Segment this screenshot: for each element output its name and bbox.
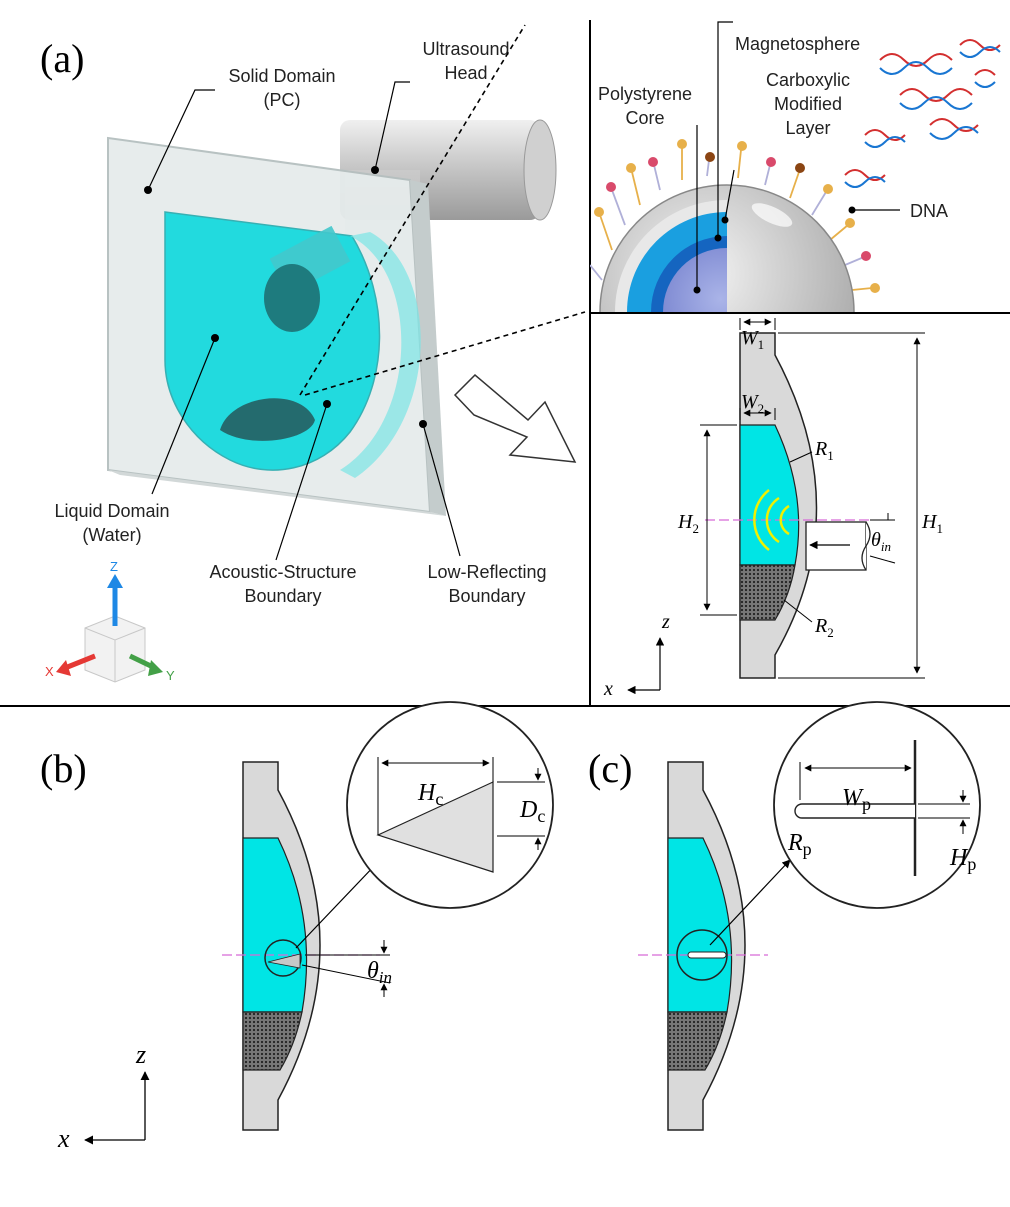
label-polystyrene-core: Core: [625, 108, 664, 128]
panel-b-axis-z: z: [135, 1040, 146, 1069]
label-acoustic-structure-boundary: Boundary: [244, 586, 321, 606]
label-solid-domain: Solid Domain: [228, 66, 335, 86]
dim-dc: Dc: [519, 797, 545, 826]
dim-w2: W2: [741, 391, 764, 416]
panel-c-zoom: [709, 701, 981, 946]
dim-b-theta-in: θin: [367, 958, 392, 987]
label-dna: DNA: [910, 201, 948, 221]
dna-strands: [844, 39, 1001, 188]
dim-hc: Hc: [417, 780, 443, 809]
label-solid-domain-material: (PC): [264, 90, 301, 110]
dim-rp: Rp: [787, 830, 812, 859]
geometry-axes: [627, 637, 665, 695]
label-carboxylic: Carboxylic: [766, 70, 850, 90]
dim-r2: R2: [814, 615, 834, 640]
dim-h2: H2: [677, 511, 699, 536]
panel-b-axes: [84, 1071, 150, 1145]
panel-b-axis-x: x: [57, 1124, 70, 1153]
panel-b-cross-section: [222, 761, 380, 1131]
dim-wp: Wp: [842, 785, 871, 814]
callout-dots: [144, 166, 427, 428]
geometry-dimensions: [700, 318, 925, 679]
zoom-guides: [299, 24, 586, 396]
panel-b-theta-dim: [301, 940, 391, 997]
geometry-axis-x: x: [603, 678, 613, 700]
label-acoustic-structure: Acoustic-Structure: [209, 562, 356, 582]
magnetic-bead: [590, 139, 880, 312]
label-ultrasound-head: Head: [444, 63, 487, 83]
axes-gizmo: [56, 574, 163, 683]
axis-y-letter: Y: [166, 668, 175, 683]
axis-z-letter: Z: [110, 559, 118, 574]
dim-theta-in: θin: [871, 529, 891, 554]
geometry-cross-section: [705, 332, 871, 679]
bead-ligands: [590, 139, 880, 293]
dim-r1: R1: [814, 438, 834, 463]
panel-b-zoom: [295, 701, 554, 949]
label-magnetosphere: Magnetosphere: [735, 34, 860, 54]
dim-hp: Hp: [949, 845, 976, 874]
label-liquid-domain-material: (Water): [82, 525, 141, 545]
dim-w1: W1: [741, 327, 764, 352]
label-carboxylic-modified: Modified: [774, 94, 842, 114]
label-carboxylic-layer: Layer: [785, 118, 830, 138]
panel-a-tag: (a): [40, 36, 84, 81]
label-low-reflecting: Low-Reflecting: [427, 562, 546, 582]
zoom-arrow: [453, 373, 577, 463]
panel-b-tag: (b): [40, 746, 87, 791]
label-polystyrene: Polystyrene: [598, 84, 692, 104]
panel-a-callouts: [147, 81, 461, 561]
bead-callouts: [696, 21, 900, 290]
panel-dividers: [0, 20, 1010, 707]
dim-h1: H1: [921, 511, 943, 536]
label-liquid-domain: Liquid Domain: [54, 501, 169, 521]
axis-x-letter: X: [45, 664, 54, 679]
panel-c-cross-section: [638, 761, 768, 1131]
label-ultrasound: Ultrasound: [422, 39, 509, 59]
bead-callout-dots: [693, 206, 856, 294]
geometry-axis-z: z: [661, 611, 670, 633]
label-low-reflecting-boundary: Boundary: [448, 586, 525, 606]
panel-c-tag: (c): [588, 746, 632, 791]
